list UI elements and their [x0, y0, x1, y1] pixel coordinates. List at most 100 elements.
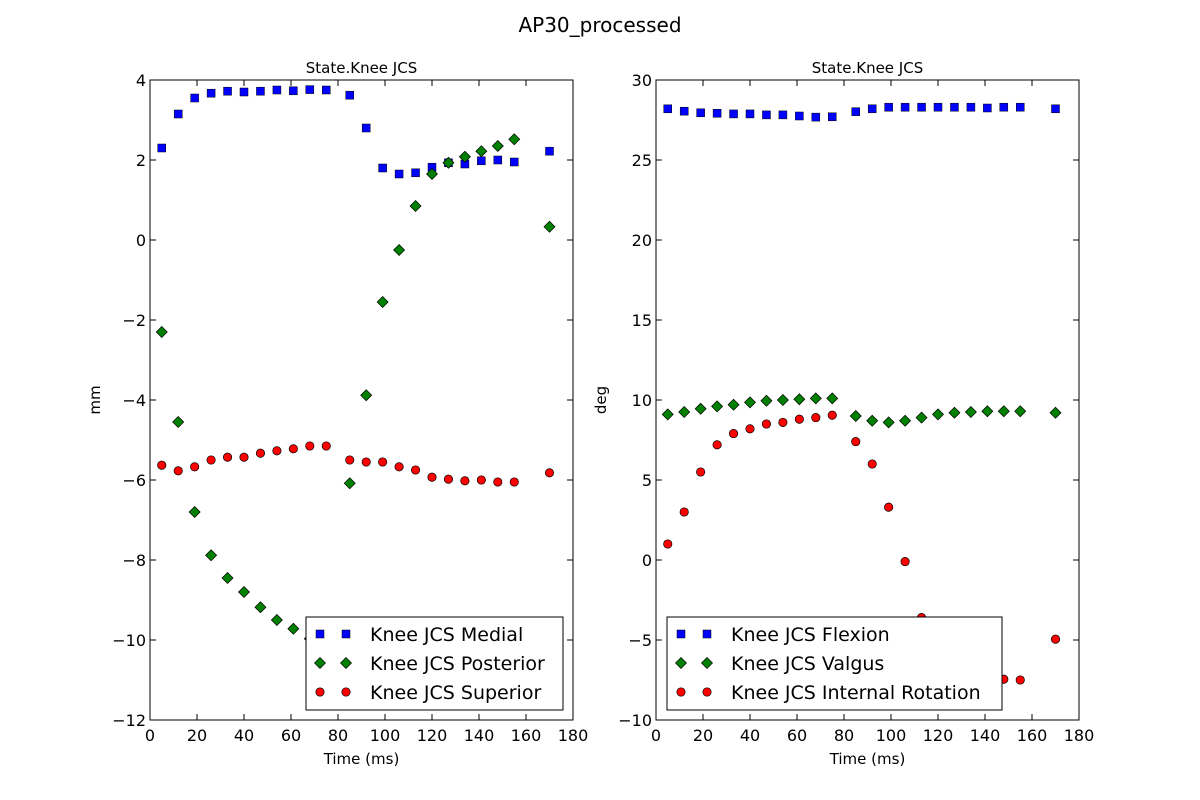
legend-entry: Knee JCS Superior: [315, 682, 541, 704]
x-tick-label: 60: [281, 726, 301, 745]
y-tick-label: 4: [136, 71, 146, 90]
square-marker: [345, 90, 354, 100]
square-marker: [361, 123, 371, 133]
square-marker: [983, 103, 992, 113]
legend-circle-marker: [341, 687, 351, 697]
circle-marker: [206, 455, 216, 465]
square-marker: [950, 102, 959, 112]
circle-marker: [761, 419, 771, 429]
legend-label: Knee JCS Superior: [370, 682, 541, 704]
y-tick-label: −2: [122, 311, 146, 330]
square-marker: [679, 106, 689, 116]
circle-marker: [509, 477, 519, 487]
square-marker: [1051, 104, 1060, 114]
square-marker: [917, 102, 926, 112]
figure-suptitle: AP30_processed: [518, 13, 681, 37]
x-tick-label: 180: [1064, 726, 1095, 745]
data-points: [155, 85, 556, 650]
circle-marker: [361, 457, 371, 467]
circle-marker: [173, 466, 183, 476]
circle-marker: [1050, 634, 1061, 644]
legend-entry: Knee JCS Posterior: [314, 653, 545, 675]
diamond-marker: [458, 150, 471, 163]
circle-marker: [476, 475, 486, 485]
y-tick-label: 20: [632, 231, 652, 250]
x-tick-label: 140: [970, 726, 1001, 745]
x-tick-label: 40: [234, 726, 254, 745]
x-tick-label: 120: [923, 726, 954, 745]
circle-marker: [811, 413, 821, 423]
legend-label: Knee JCS Posterior: [370, 653, 545, 675]
square-marker: [778, 110, 788, 120]
circle-marker: [1015, 675, 1025, 685]
y-tick-label: 30: [632, 71, 652, 90]
diamond-marker: [661, 408, 674, 421]
y-tick-label: −5: [628, 631, 652, 650]
square-marker: [272, 85, 282, 95]
legend-square-marker: [315, 629, 325, 639]
diamond-marker: [205, 549, 218, 562]
legend-circle-marker: [315, 687, 325, 697]
circle-marker: [867, 459, 877, 469]
square-marker: [411, 168, 420, 178]
y-tick-label: 2: [136, 151, 146, 170]
x-tick-label: 20: [187, 726, 207, 745]
diamond-marker: [155, 326, 168, 338]
square-marker: [933, 102, 943, 112]
diamond-marker: [981, 405, 994, 418]
diamond-marker: [270, 614, 283, 626]
diamond-marker: [776, 394, 789, 406]
plot-area: [150, 80, 573, 720]
diamond-marker: [409, 200, 422, 212]
circle-marker: [900, 557, 910, 567]
circle-marker: [223, 452, 233, 462]
legend: Knee JCS Flexion Knee JCS Valgus Knee JCS …: [666, 616, 1003, 711]
circle-marker: [190, 462, 200, 472]
diamond-marker: [964, 406, 977, 418]
x-tick-label: 20: [693, 726, 713, 745]
square-marker: [867, 104, 877, 114]
circle-marker: [745, 424, 755, 434]
square-marker: [966, 102, 976, 112]
legend-diamond-marker: [701, 657, 713, 669]
right-chart: 0 20 40 60 80 100 120 140 160 180 −10 −5 0 5 10 15 20 25 3…: [592, 59, 1094, 768]
diamond-marker: [997, 405, 1010, 418]
x-axis-label: Time (ms): [323, 750, 400, 768]
legend-circle-marker: [676, 687, 686, 697]
square-marker: [223, 86, 232, 96]
x-tick-label: 160: [1017, 726, 1048, 745]
circle-marker: [255, 448, 265, 458]
y-tick-label: 15: [632, 311, 652, 330]
plot-area: [656, 80, 1079, 720]
circle-marker: [157, 460, 167, 470]
legend-label: Knee JCS Medial: [370, 624, 523, 646]
diamond-marker: [543, 220, 556, 233]
legend-entry: Knee JCS Flexion: [676, 624, 890, 646]
series-knee-jcs-superior: [157, 441, 555, 487]
x-tick-label: 100: [370, 726, 401, 745]
diamond-marker: [793, 393, 806, 406]
diamond-marker: [711, 400, 724, 413]
circle-marker: [288, 444, 298, 454]
square-marker: [477, 156, 486, 166]
diamond-marker: [238, 586, 250, 598]
square-marker: [289, 86, 298, 96]
diamond-marker: [475, 145, 488, 158]
square-marker: [745, 109, 755, 119]
circle-marker: [794, 414, 804, 424]
legend-entry: Knee JCS Internal Rotation: [676, 682, 981, 704]
square-marker: [378, 163, 387, 173]
legend-entry: Knee JCS Medial: [315, 624, 523, 646]
y-tick-label: 10: [632, 391, 652, 410]
square-marker: [900, 102, 910, 112]
circle-marker: [728, 429, 739, 439]
square-marker: [795, 111, 804, 121]
circle-marker: [712, 440, 722, 450]
diamond-marker: [491, 140, 504, 152]
circle-marker: [851, 437, 861, 447]
left-chart: 0 20 40 60 80 100 120 140 160 180 −12 −10 −8 −6 −4 −2 0 2…: [86, 59, 588, 768]
x-tick-label: 80: [328, 726, 348, 745]
x-tick-label: 140: [464, 726, 495, 745]
square-marker: [190, 93, 199, 103]
square-marker: [696, 108, 705, 118]
